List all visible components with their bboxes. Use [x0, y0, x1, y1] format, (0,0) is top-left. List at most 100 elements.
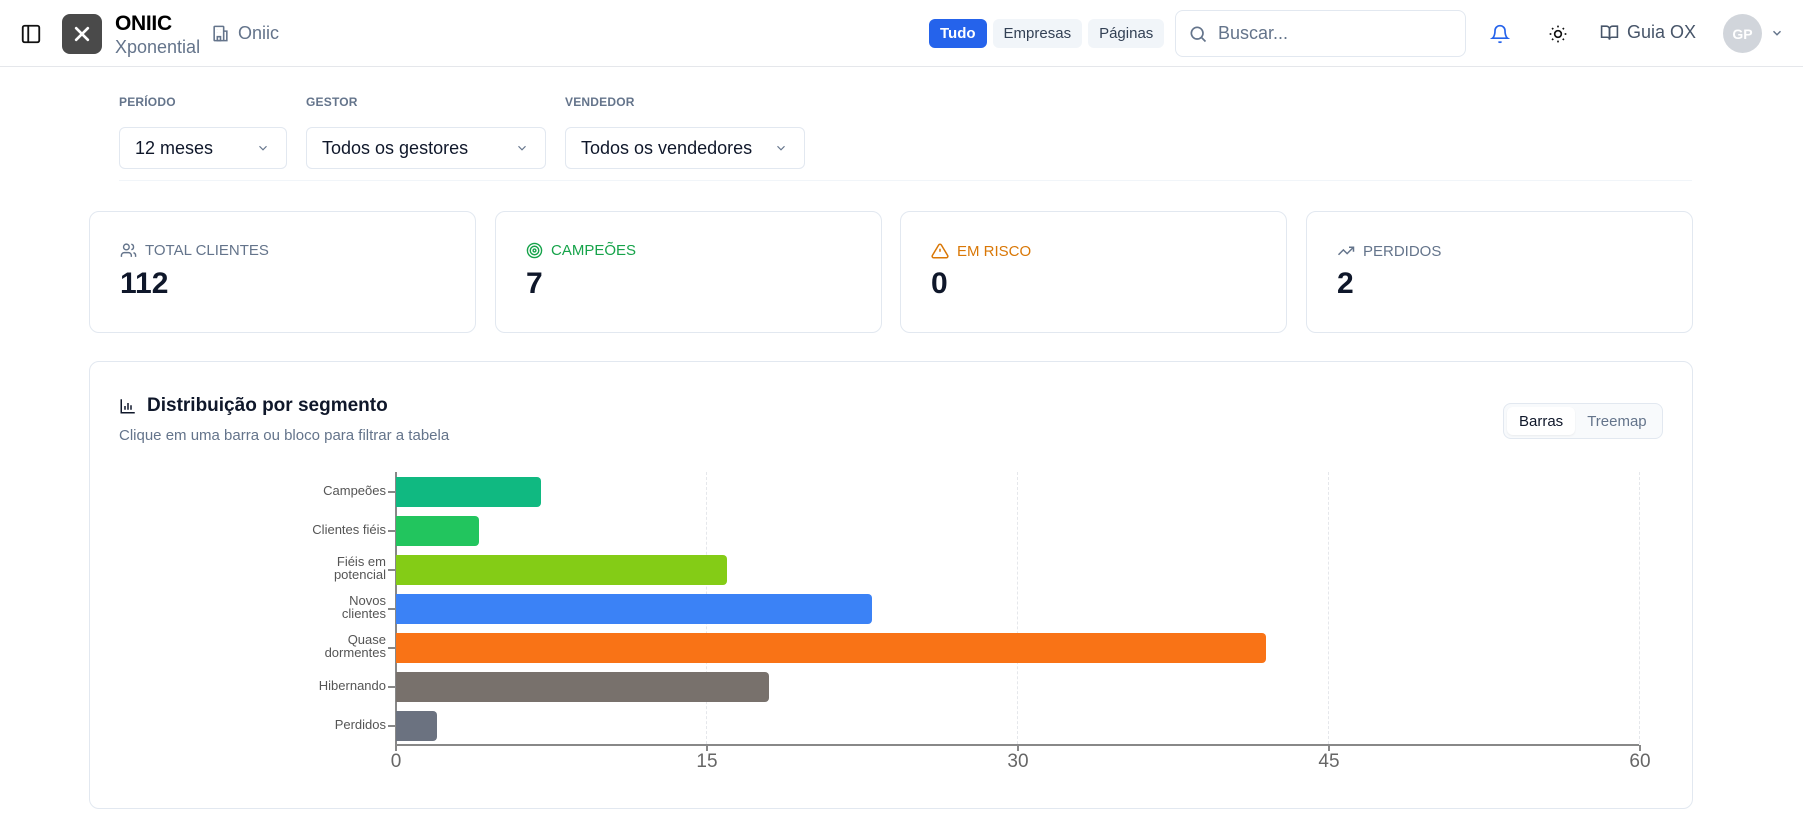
chevron-down-icon: [259, 145, 267, 151]
bar-clientes-fieis[interactable]: [396, 516, 479, 546]
filter-label-periodo: PERÍODO: [119, 95, 176, 109]
kpi-total-clientes: TOTAL CLIENTES 112: [89, 211, 476, 333]
guide-label: Guia OX: [1627, 22, 1697, 42]
kpi-label: PERDIDOS: [1363, 242, 1442, 260]
segment-distribution-card: Distribuição por segmento Clique em uma …: [89, 361, 1693, 809]
brand-subtitle: Xponential: [115, 37, 201, 57]
users-icon: [120, 243, 137, 257]
kpi-campeoes: CAMPEÕES 7: [495, 211, 882, 333]
bell-icon: [1490, 24, 1510, 44]
notifications-button[interactable]: [1488, 22, 1512, 46]
building-icon: [213, 25, 228, 42]
y-label: Campeões: [323, 483, 386, 498]
x-tick-label: 60: [1629, 751, 1651, 772]
gridline: [1639, 472, 1640, 744]
x-tick: [1639, 745, 1641, 751]
search-box: [1175, 10, 1466, 57]
x-tick: [395, 745, 397, 751]
chart-subtitle: Clique em uma barra ou bloco para filtra…: [119, 427, 450, 444]
close-x-icon: [74, 26, 90, 42]
app-logo[interactable]: [62, 14, 102, 54]
y-label: Perdidos: [334, 717, 386, 732]
x-tick-label: 45: [1318, 751, 1340, 772]
x-tick-label: 15: [696, 751, 718, 772]
sun-icon: [1549, 25, 1567, 43]
x-tick-label: 30: [1007, 751, 1029, 772]
kpi-value: 112: [120, 267, 169, 300]
kpi-value: 2: [1337, 267, 1354, 300]
x-tick: [706, 745, 708, 751]
bar-chart: 0 15 30 45 60 Campeões Clientes fiéis Fi…: [90, 362, 1694, 810]
gestor-select[interactable]: Todos os gestores: [306, 127, 546, 169]
brand-name: ONIIC: [115, 12, 172, 35]
chart-title: Distribuição por segmento: [147, 395, 388, 416]
x-tick: [1328, 745, 1330, 751]
bar-campeoes[interactable]: [396, 477, 542, 507]
guide-link[interactable]: Guia OX: [1600, 22, 1696, 43]
view-treemap[interactable]: Treemap: [1587, 412, 1647, 430]
chevron-down-icon: [777, 145, 785, 151]
filter-label-gestor: GESTOR: [306, 95, 358, 109]
filter-periodo: PERÍODO 12 meses: [119, 95, 287, 169]
top-bar: ONIIC Xponential Oniic Tudo Empresas Pág…: [0, 0, 1803, 67]
sidebar-toggle-icon: [21, 24, 41, 44]
alert-triangle-icon: [931, 243, 949, 259]
bar-fieis-em-potencial[interactable]: [396, 555, 728, 585]
view-barras[interactable]: Barras: [1507, 407, 1576, 435]
book-open-icon: [1600, 25, 1619, 40]
y-label: Novos clientes: [341, 593, 386, 621]
gridline: [1017, 472, 1018, 744]
x-tick: [1017, 745, 1019, 751]
y-label: Quase dormentes: [324, 632, 386, 660]
scope-tab-paginas[interactable]: Páginas: [1088, 19, 1165, 48]
user-avatar[interactable]: GP: [1723, 14, 1762, 53]
bar-quase-dormentes[interactable]: [396, 633, 1267, 663]
organization-selector[interactable]: Oniic: [211, 23, 279, 44]
bar-perdidos[interactable]: [396, 711, 438, 741]
y-label: Hibernando: [318, 678, 386, 693]
chart-view-toggle: Barras Treemap: [1503, 403, 1663, 439]
vendedor-select[interactable]: Todos os vendedores: [565, 127, 805, 169]
y-tick: [388, 686, 395, 688]
kpi-perdidos: PERDIDOS 2: [1306, 211, 1693, 333]
bar-hibernando[interactable]: [396, 672, 769, 702]
gestor-value: Todos os gestores: [322, 137, 469, 158]
filter-vendedor: VENDEDOR Todos os vendedores: [565, 95, 805, 169]
filters-bar: PERÍODO 12 meses GESTOR Todos os gestore…: [119, 95, 1692, 181]
bar-chart-icon: [120, 399, 135, 414]
kpi-em-risco: EM RISCO 0: [900, 211, 1287, 333]
chevron-down-icon[interactable]: [1770, 26, 1784, 40]
y-tick: [388, 569, 395, 571]
gridline: [1328, 472, 1329, 744]
kpi-label: TOTAL CLIENTES: [145, 242, 269, 259]
filter-gestor: GESTOR Todos os gestores: [306, 95, 546, 169]
y-tick: [388, 725, 395, 727]
search-icon: [1190, 26, 1207, 42]
y-tick: [388, 608, 395, 610]
kpi-value: 7: [526, 267, 543, 300]
scope-tab-empresas[interactable]: Empresas: [992, 19, 1083, 48]
vendedor-value: Todos os vendedores: [581, 137, 753, 158]
y-tick: [388, 491, 395, 493]
scope-tab-tudo[interactable]: Tudo: [929, 19, 987, 48]
periodo-value: 12 meses: [135, 137, 214, 158]
bar-novos-clientes[interactable]: [396, 594, 873, 624]
y-tick: [388, 530, 395, 532]
periodo-select[interactable]: 12 meses: [119, 127, 287, 169]
filter-label-vendedor: VENDEDOR: [565, 95, 635, 109]
target-icon: [526, 242, 543, 259]
kpi-value: 0: [931, 267, 948, 300]
theme-toggle-button[interactable]: [1546, 22, 1570, 46]
kpi-label: EM RISCO: [957, 242, 1032, 260]
y-label: Fiéis em potencial: [333, 554, 386, 582]
organization-name: Oniic: [238, 23, 280, 43]
trending-icon: [1337, 246, 1355, 256]
x-tick-label: 0: [390, 751, 402, 772]
search-input[interactable]: [1218, 23, 1438, 44]
chevron-down-icon: [518, 145, 526, 151]
kpi-label: CAMPEÕES: [551, 242, 637, 259]
sidebar-toggle-button[interactable]: [20, 23, 42, 45]
y-tick: [388, 647, 395, 649]
search-scope-tabs: Tudo Empresas Páginas: [929, 19, 1165, 48]
y-label: Clientes fiéis: [312, 522, 386, 537]
